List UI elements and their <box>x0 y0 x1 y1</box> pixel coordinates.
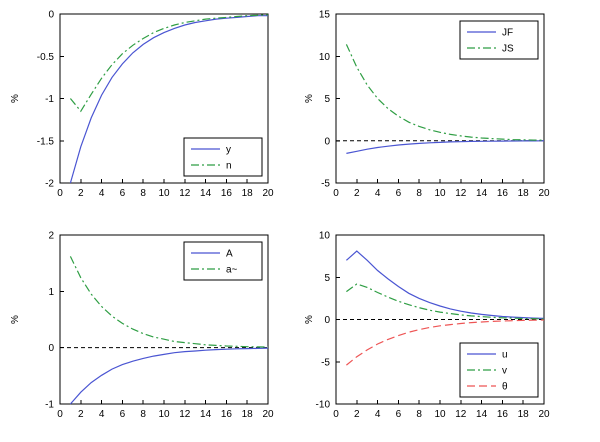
x-tick-label: 8 <box>416 188 422 199</box>
y-tick-label: -10 <box>316 400 331 411</box>
x-tick-label: 10 <box>158 409 170 420</box>
chart-bottom-right: 0 2 4 6 8 10 12 14 16 18 20 10 5 0 -5 -10% uvθ <box>304 231 550 421</box>
x-tick-label: 0 <box>333 188 339 199</box>
y-axis-label: % <box>304 315 315 324</box>
y-tick-label: 0 <box>48 343 54 354</box>
x-tick-label: 4 <box>99 188 105 199</box>
y-tick-label: -2 <box>45 179 54 190</box>
subplot-bottom-right: 0 2 4 6 8 10 12 14 16 18 20 10 5 0 -5 -10% u v θ <box>300 221 600 442</box>
x-tick-label: 12 <box>179 409 191 420</box>
y-tick-label: -1.5 <box>37 136 55 147</box>
x-tick-label: 12 <box>455 409 467 420</box>
series-line-A <box>69 347 269 405</box>
x-tick-label: 4 <box>99 409 105 420</box>
series-line-v <box>346 283 545 320</box>
x-tick-label: 8 <box>140 188 146 199</box>
y-tick-label: -5 <box>321 179 330 190</box>
y-tick-label: 0 <box>48 10 54 21</box>
series-line-u <box>346 250 545 319</box>
x-tick-label: 18 <box>518 188 530 199</box>
x-tick-label: 0 <box>57 409 63 420</box>
x-tick-label: 6 <box>120 409 126 420</box>
x-tick-label: 16 <box>221 409 233 420</box>
x-tick-label: 8 <box>416 409 422 420</box>
y-tick-label: 1 <box>48 287 54 298</box>
series-line-θ <box>346 319 545 366</box>
x-tick-label: 20 <box>262 188 274 199</box>
y-axis-label: % <box>10 94 21 103</box>
x-tick-label: 18 <box>518 409 530 420</box>
x-tick-label: 14 <box>200 409 212 420</box>
x-tick-label: 14 <box>476 409 488 420</box>
x-tick-label: 4 <box>375 409 381 420</box>
x-tick-label: 14 <box>476 188 488 199</box>
y-axis-label: % <box>10 315 21 324</box>
x-tick-label: 10 <box>434 188 446 199</box>
x-tick-label: 6 <box>396 409 402 420</box>
x-tick-label: 18 <box>242 409 254 420</box>
legend-box <box>183 241 263 281</box>
x-tick-label: 14 <box>200 188 212 199</box>
y-tick-label: 5 <box>324 273 330 284</box>
x-tick-label: 0 <box>333 409 339 420</box>
x-tick-label: 4 <box>375 188 381 199</box>
legend-box <box>183 137 263 177</box>
subplot-top-right: 0 2 4 6 8 10 12 14 16 18 20 15 10 5 0 -5% JF JS <box>300 0 600 221</box>
legend-label-n: n <box>226 161 232 172</box>
legend-box <box>459 20 539 60</box>
series-line-JF <box>346 140 545 154</box>
x-tick-label: 2 <box>354 188 360 199</box>
x-tick-label: 6 <box>120 188 126 199</box>
y-tick-label: -5 <box>321 357 330 368</box>
x-tick-label: 16 <box>497 409 509 420</box>
legend-label-JF: JF <box>502 28 513 39</box>
y-tick-label: 2 <box>48 231 54 242</box>
y-tick-label: 10 <box>319 52 331 63</box>
x-tick-label: 6 <box>396 188 402 199</box>
series-line-n <box>69 14 269 113</box>
x-tick-label: 2 <box>354 409 360 420</box>
x-tick-label: 12 <box>455 188 467 199</box>
x-tick-label: 2 <box>78 409 84 420</box>
x-tick-label: 16 <box>221 188 233 199</box>
y-axis-label: % <box>304 94 315 103</box>
chart-top-left: 0 2 4 6 8 10 12 14 16 18 20 0 -0.5 -1 -1.5 -2% yn <box>10 10 274 200</box>
y-tick-label: 5 <box>324 94 330 105</box>
y-tick-label: 0 <box>324 315 330 326</box>
legend-label-JS: JS <box>502 44 514 55</box>
x-tick-label: 18 <box>242 188 254 199</box>
x-tick-label: 8 <box>140 409 146 420</box>
legend-label-θ: θ <box>502 382 508 393</box>
x-tick-label: 20 <box>538 188 550 199</box>
x-tick-label: 2 <box>78 188 84 199</box>
y-tick-label: -1 <box>45 94 54 105</box>
legend-label-y: y <box>226 145 231 156</box>
legend-label-v: v <box>502 366 507 377</box>
y-tick-label: -1 <box>45 400 54 411</box>
y-tick-label: 15 <box>319 10 331 21</box>
x-tick-label: 0 <box>57 188 63 199</box>
x-tick-label: 10 <box>158 188 170 199</box>
series-line-JS <box>345 44 545 141</box>
x-tick-label: 10 <box>434 409 446 420</box>
legend-label-a~: a~ <box>226 265 238 276</box>
x-tick-label: 12 <box>179 188 191 199</box>
x-tick-label: 20 <box>262 409 274 420</box>
y-tick-label: -0.5 <box>37 52 55 63</box>
series-line-y <box>69 15 268 184</box>
subplot-top-left: 0 2 4 6 8 10 12 14 16 18 20 0 -0.5 -1 -1.5 -2% y n <box>0 0 300 221</box>
y-tick-label: 0 <box>324 136 330 147</box>
x-tick-label: 16 <box>497 188 509 199</box>
legend-label-A: A <box>226 249 233 260</box>
y-tick-label: 10 <box>319 231 331 242</box>
legend-label-u: u <box>502 350 508 361</box>
x-tick-label: 20 <box>538 409 550 420</box>
